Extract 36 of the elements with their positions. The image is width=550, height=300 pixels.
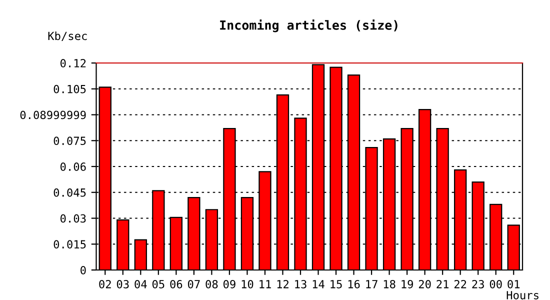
chart-title: Incoming articles (size) [220, 20, 398, 32]
x-tick-label: 14 [312, 280, 324, 288]
x-tick-label: 01 [508, 280, 520, 288]
x-tick-label: 23 [472, 280, 484, 288]
x-tick-label: 02 [99, 280, 111, 288]
x-tick-label: 18 [384, 280, 396, 288]
x-tick-label: 09 [223, 280, 236, 288]
x-tick-label: 03 [116, 280, 129, 288]
x-tick-label: 06 [170, 280, 182, 288]
y-tick-label: 0.03 [60, 214, 86, 223]
y-axis-title: Kb/sec [48, 32, 87, 42]
y-tick-label: 0.06 [60, 162, 86, 171]
y-tick-label: 0.075 [54, 136, 86, 146]
x-tick-label: 13 [295, 280, 306, 288]
x-tick-label: 19 [402, 280, 413, 288]
x-axis-title: Hours [506, 291, 538, 300]
y-tick-label: 0.12 [60, 59, 86, 68]
x-tick-label: 20 [418, 280, 431, 288]
y-tick-label: 0.08999999 [20, 110, 86, 120]
y-tick-label: 0.045 [54, 188, 86, 197]
x-tick-label: 05 [152, 280, 164, 288]
x-tick-label: 12 [277, 280, 288, 288]
x-tick-label: 22 [454, 280, 466, 288]
x-tick-label: 15 [330, 280, 342, 288]
x-tick-label: 16 [348, 280, 360, 288]
x-tick-label: 10 [242, 280, 254, 288]
x-tick-label: 00 [490, 280, 502, 288]
y-tick-label: 0 [80, 266, 86, 274]
x-tick-label: 04 [134, 280, 147, 288]
x-tick-label: 07 [188, 280, 200, 288]
x-tick-label: 08 [206, 280, 218, 288]
y-tick-label: 0.105 [54, 84, 86, 94]
y-tick-label: 0.015 [54, 240, 86, 249]
x-tick-label: 21 [436, 280, 449, 288]
x-tick-label: 11 [260, 280, 271, 288]
x-tick-label: 17 [366, 280, 378, 288]
